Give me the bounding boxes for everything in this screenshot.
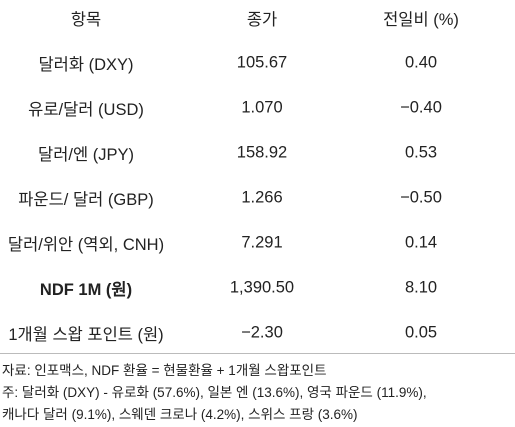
table-cell: NDF 1M (원) [39, 281, 133, 299]
header-cell: 전일비 (%) [383, 11, 459, 29]
table-cell: −0.40 [400, 98, 442, 117]
divider [0, 353, 515, 354]
table-cell: 158.92 [236, 143, 288, 162]
table-cell: −0.50 [400, 188, 442, 207]
table-cell: 1.266 [241, 188, 283, 207]
table-cell: 0.14 [404, 233, 438, 252]
table-cell: 달러화 (DXY) [38, 56, 134, 74]
table-cell: 105.67 [236, 53, 288, 72]
table-cell: 달러/엔 (JPY) [38, 146, 134, 164]
table-cell: 0.40 [404, 53, 438, 72]
table-cell: 0.05 [404, 323, 438, 342]
note: 캐나다 달러 (9.1%), 스웨덴 크로나 (4.2%), 스위스 프랑 (3… [2, 407, 358, 422]
table-cell: 1개월 스왑 포인트 (원) [8, 326, 164, 344]
table-cell: 달러/위안 (역외, CNH) [7, 236, 165, 254]
table-cell: 1.070 [241, 98, 283, 117]
note: 주: 달러화 (DXY) - 유로화 (57.6%), 일본 엔 (13.6%)… [2, 385, 427, 400]
table-cell: 파운드/ 달러 (GBP) [18, 191, 154, 209]
table-cell: 1,390.50 [229, 278, 295, 297]
table-cell: 8.10 [404, 278, 438, 297]
note: 자료: 인포맥스, NDF 환율 = 현물환율 + 1개월 스왑포인트 [2, 363, 327, 378]
header-cell: 항목 [70, 11, 102, 29]
table-cell: 0.53 [404, 143, 438, 162]
table-cell: 7.291 [241, 233, 283, 252]
header-cell: 종가 [246, 11, 278, 29]
table-cell: −2.30 [241, 323, 283, 342]
table-cell: 유로/달러 (USD) [28, 101, 144, 119]
